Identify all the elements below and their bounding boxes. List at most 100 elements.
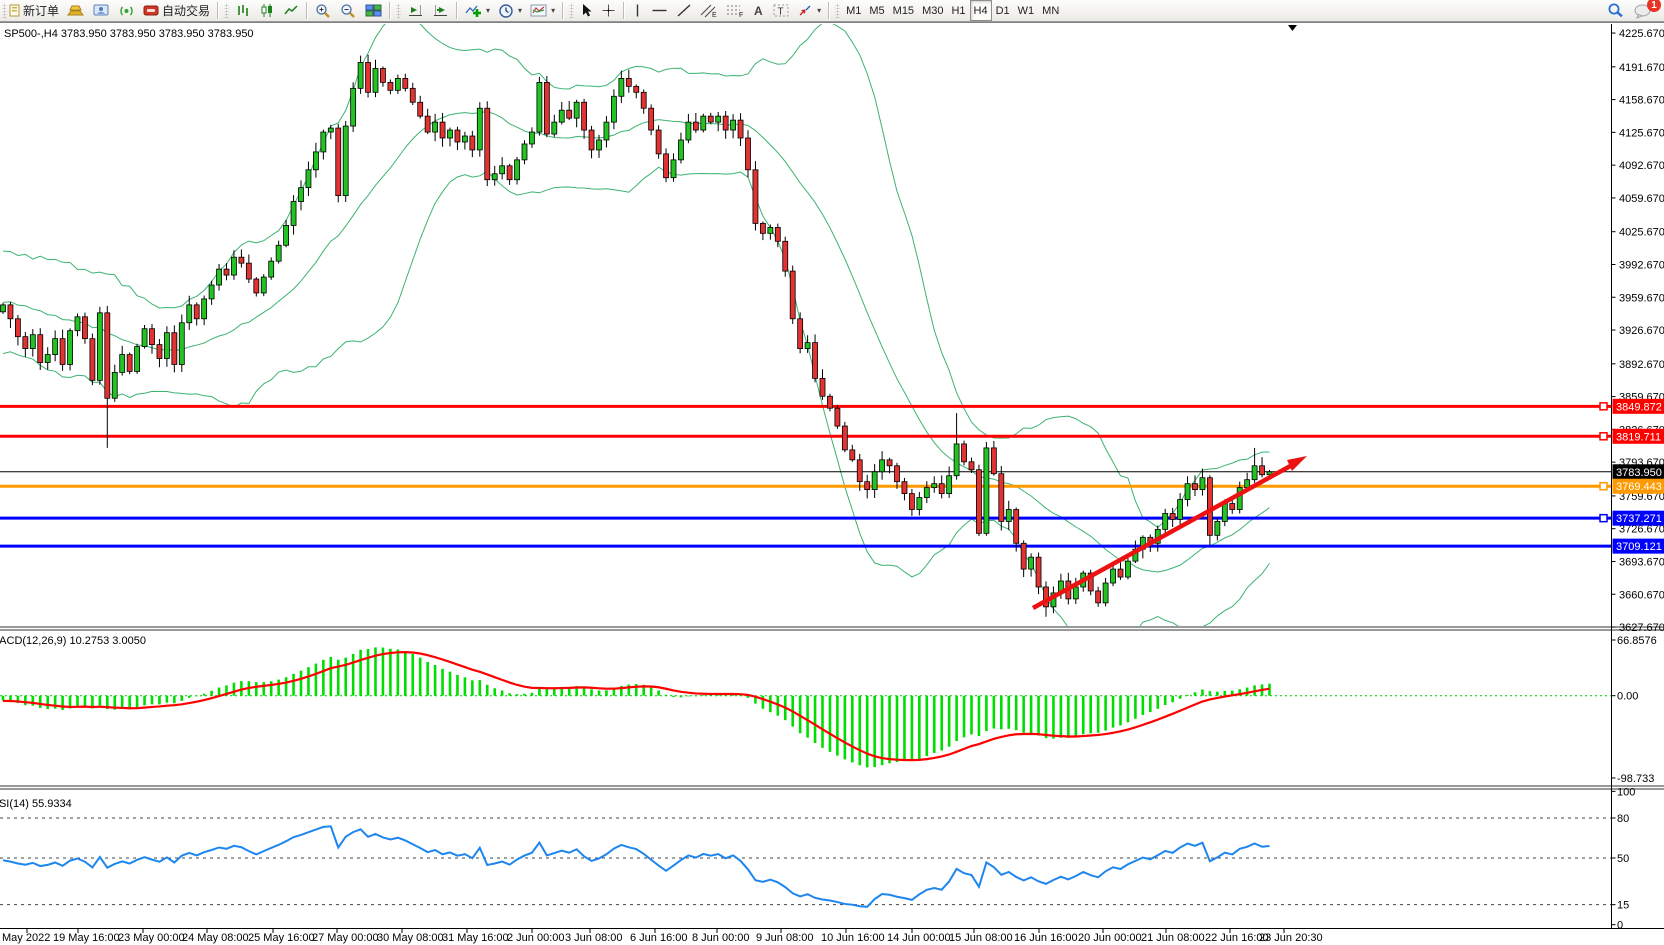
- crosshair-button[interactable]: [597, 0, 620, 21]
- time-tick-label: 20 Jun 00:00: [1078, 932, 1142, 944]
- timeframe-label: M5: [869, 4, 885, 17]
- timeframe-label: W1: [1017, 4, 1035, 17]
- svg-text:E: E: [712, 12, 717, 18]
- neworder-icon: [9, 3, 20, 18]
- dropdown-caret-icon[interactable]: ▾: [518, 6, 523, 15]
- bar-chart-button[interactable]: [231, 0, 255, 21]
- toolbar-separator: [828, 2, 831, 19]
- toolbar-separator: [456, 2, 459, 19]
- linechart-icon: [283, 3, 299, 18]
- rsi-axis-label: 50: [1617, 853, 1629, 865]
- time-tick-label: 30 May 08:00: [377, 932, 444, 944]
- rsi-label: RSI(14) 55.9334: [0, 798, 72, 810]
- time-tick-label: 27 May 00:00: [312, 932, 379, 944]
- time-tick-label: 9 Jun 08:00: [756, 932, 814, 944]
- zoom-in-button[interactable]: [311, 0, 336, 21]
- toolbar-grip[interactable]: [396, 3, 402, 18]
- time-tick-label: 24 May 08:00: [182, 932, 249, 944]
- new-order-button[interactable]: 新订单: [9, 0, 63, 21]
- dropdown-caret-icon[interactable]: ▾: [551, 6, 556, 15]
- signal-button[interactable]: [114, 0, 139, 21]
- zoom-out-button[interactable]: [336, 0, 361, 21]
- arrows-button[interactable]: ▾: [793, 0, 825, 21]
- textT-icon: T: [773, 3, 789, 18]
- macd-label: MACD(12,26,9) 10.2753 3.0050: [0, 635, 146, 647]
- candlestick-chart-button[interactable]: [255, 0, 279, 21]
- dropdown-caret-icon[interactable]: ▾: [817, 6, 822, 15]
- toolbar-separator: [623, 2, 626, 19]
- time-tick-label: 22 Jun 16:00: [1205, 932, 1269, 944]
- time-tick-label: 3 Jun 08:00: [565, 932, 623, 944]
- autotrading-icon: [143, 3, 159, 18]
- channel-icon: E: [700, 3, 718, 18]
- rsi-axis-label: 0: [1617, 920, 1623, 932]
- cursor-button[interactable]: [576, 0, 597, 21]
- time-tick-label: 14 Jun 00:00: [887, 932, 951, 944]
- chart-shift-button[interactable]: [428, 0, 453, 21]
- gold-symbol-button[interactable]: [63, 0, 89, 21]
- timeframe-m5-button[interactable]: M5: [865, 0, 888, 21]
- auto-scroll-button[interactable]: [403, 0, 428, 21]
- add-indicator-button[interactable]: ▾: [461, 0, 494, 21]
- support-line-2-badge: 3709.121: [1612, 538, 1664, 554]
- symbol-ohlc-header: SP500-,H4 3783.950 3783.950 3783.950 378…: [4, 28, 254, 40]
- text-label-button[interactable]: T: [769, 0, 793, 21]
- price-tick-label: 4125.670: [1619, 127, 1664, 139]
- timeframe-m30-button[interactable]: M30: [918, 0, 947, 21]
- toolbar-grip[interactable]: [224, 3, 230, 18]
- toolbar-right-group: 1: [1603, 0, 1664, 21]
- time-tick-label: 31 May 16:00: [442, 932, 509, 944]
- tile-windows-button[interactable]: [361, 0, 386, 21]
- signal-icon: [118, 3, 135, 18]
- timeframe-mn-button[interactable]: MN: [1038, 0, 1063, 21]
- period-button[interactable]: ▾: [494, 0, 526, 21]
- price-tick-label: 4092.670: [1619, 160, 1664, 172]
- horizontal-levels: [0, 404, 1612, 548]
- line-chart-button[interactable]: [279, 0, 303, 21]
- timeframe-m1-button[interactable]: M1: [842, 0, 865, 21]
- svg-text:3769.443: 3769.443: [1616, 481, 1662, 493]
- toolbar-grip[interactable]: [2, 3, 7, 18]
- timeframe-h4-button[interactable]: H4: [969, 0, 992, 21]
- fibonacci-button[interactable]: F: [722, 0, 748, 21]
- dropdown-caret-icon[interactable]: ▾: [486, 6, 491, 15]
- gold-icon: [67, 3, 85, 18]
- timeframe-h1-button[interactable]: H1: [947, 0, 969, 21]
- svg-text:3737.271: 3737.271: [1616, 513, 1662, 525]
- trendline-icon: [676, 3, 692, 18]
- timeframe-d1-button[interactable]: D1: [992, 0, 1014, 21]
- timeframe-w1-button[interactable]: W1: [1014, 0, 1039, 21]
- search-button[interactable]: [1603, 0, 1629, 21]
- new-order-button-label: 新订单: [23, 4, 60, 18]
- svg-text:A: A: [754, 4, 763, 18]
- timeframe-m15-button[interactable]: M15: [889, 0, 918, 21]
- price-tick-label: 4225.670: [1619, 28, 1664, 40]
- template-button[interactable]: ▾: [526, 0, 559, 21]
- notifications-button[interactable]: 1: [1629, 0, 1661, 21]
- autotrading-button[interactable]: 自动交易: [139, 0, 214, 21]
- market-watch-button[interactable]: [89, 0, 114, 21]
- text-button[interactable]: A: [748, 0, 769, 21]
- notification-count-badge: 1: [1647, 0, 1661, 12]
- support-line-1-badge: 3737.271: [1599, 510, 1664, 526]
- price-tick-label: 3660.670: [1619, 589, 1664, 601]
- resistance-line-1-badge: 3849.872: [1599, 398, 1664, 414]
- price-tick-label: 3726.670: [1619, 524, 1664, 536]
- trendline-button[interactable]: [672, 0, 696, 21]
- toolbar-grip[interactable]: [569, 3, 575, 18]
- chart-shift-marker[interactable]: [1288, 25, 1297, 31]
- price-tick-label: 3759.670: [1619, 491, 1664, 503]
- horizontal-line-button[interactable]: [647, 0, 672, 21]
- svg-text:F: F: [739, 12, 743, 18]
- toolbar-grip[interactable]: [835, 3, 841, 18]
- timeframe-label: H4: [973, 4, 988, 17]
- template-icon: [530, 3, 547, 18]
- trend-arrow[interactable]: [1031, 456, 1307, 610]
- vertical-line-button[interactable]: [628, 0, 647, 21]
- equidistant-channel-button[interactable]: E: [696, 0, 722, 21]
- barchart-icon: [235, 3, 251, 18]
- candles-icon: [259, 3, 275, 18]
